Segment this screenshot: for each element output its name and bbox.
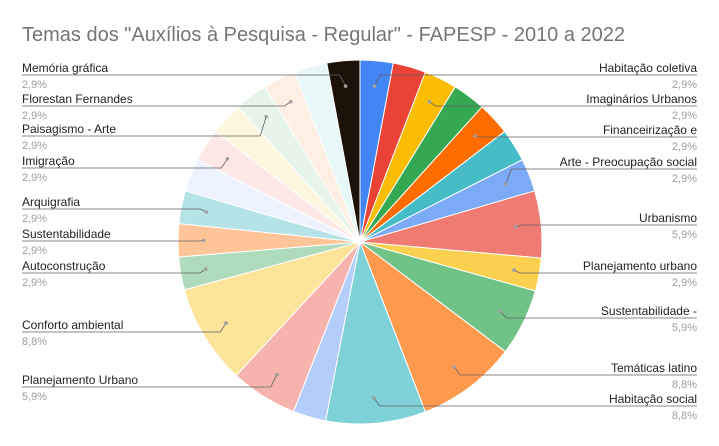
slice-label: Memória gráfica bbox=[22, 61, 108, 75]
leader-line bbox=[429, 101, 697, 107]
slice-label: Florestan Fernandes bbox=[22, 92, 133, 106]
leader-dot bbox=[498, 309, 503, 314]
slice-percent-label: 5,9% bbox=[22, 391, 47, 403]
leader-lines bbox=[22, 74, 697, 407]
leader-dot bbox=[452, 365, 457, 369]
leader-line bbox=[22, 240, 204, 242]
slice-percent-label: 2,9% bbox=[22, 245, 47, 257]
leader-line bbox=[500, 311, 697, 319]
leader-line bbox=[22, 116, 267, 137]
pie-slice bbox=[183, 241, 362, 377]
leader-line bbox=[515, 224, 697, 228]
leader-dot bbox=[343, 84, 348, 88]
slice-percent-label: 2,9% bbox=[22, 140, 47, 152]
leader-dot bbox=[473, 134, 477, 138]
leader-dot bbox=[204, 267, 208, 271]
slice-percent-label: 8,8% bbox=[672, 379, 697, 391]
leader-dot bbox=[503, 182, 508, 187]
pie-slices bbox=[177, 59, 543, 425]
leader-line bbox=[22, 374, 278, 388]
leader-dot bbox=[201, 238, 206, 243]
slice-label: Paisagismo - Arte bbox=[22, 122, 116, 136]
leader-line bbox=[374, 74, 697, 87]
slice-percent-label: 2,9% bbox=[22, 277, 47, 289]
slice-label: Imigração bbox=[22, 154, 75, 168]
leader-dot bbox=[288, 99, 293, 104]
leader-dot bbox=[275, 372, 279, 377]
slice-label: Habitação social bbox=[609, 392, 697, 406]
slice-percent-label: 2,9% bbox=[22, 213, 47, 225]
leader-line bbox=[22, 101, 291, 107]
slice-label: Urbanismo bbox=[639, 211, 697, 225]
leader-line bbox=[22, 322, 227, 333]
slice-percent-label: 2,9% bbox=[672, 173, 697, 185]
slice-percent-label: 2,9% bbox=[672, 141, 697, 153]
slice-percent-label: 5,9% bbox=[672, 322, 697, 334]
chart-title: Temas dos "Auxílios à Pesquisa - Regular… bbox=[22, 24, 625, 46]
leader-line bbox=[22, 74, 346, 87]
slice-percent-label: 2,9% bbox=[672, 79, 697, 91]
slice-label: Planejamento urbano bbox=[583, 259, 697, 273]
slice-percent-label: 5,9% bbox=[672, 229, 697, 241]
slice-percent-label: 2,9% bbox=[22, 110, 47, 122]
leader-dot bbox=[224, 321, 228, 325]
leader-dot bbox=[204, 210, 209, 214]
leader-line bbox=[475, 135, 697, 138]
slice-percent-label: 2,9% bbox=[672, 277, 697, 289]
pie-slice bbox=[358, 240, 507, 413]
leader-line bbox=[453, 366, 697, 376]
leader-dot bbox=[372, 84, 377, 88]
slice-label: Autoconstrução bbox=[22, 259, 106, 273]
leader-line bbox=[373, 397, 697, 407]
leader-line bbox=[22, 268, 207, 274]
leader-line bbox=[513, 269, 697, 274]
slice-percent-label: 2,9% bbox=[22, 172, 47, 184]
slice-label: Temáticas latino bbox=[611, 361, 697, 375]
slice-percent-label: 8,8% bbox=[22, 336, 47, 348]
leader-dot bbox=[264, 114, 269, 119]
slice-percent-label: 2,9% bbox=[672, 110, 697, 122]
slice-label: Sustentabilidade bbox=[22, 227, 111, 241]
slice-label: Habitação coletiva bbox=[599, 61, 697, 75]
slice-label: Imaginários Urbanos bbox=[586, 92, 697, 106]
slice-label: Arte - Preocupação social bbox=[560, 155, 697, 169]
slice-percent-label: 2,9% bbox=[22, 79, 47, 91]
leader-line bbox=[505, 168, 697, 185]
slice-percent-label: 8,8% bbox=[672, 410, 697, 422]
slice-label: Planejamento Urbano bbox=[22, 373, 138, 387]
leader-dot bbox=[225, 157, 230, 161]
slice-label: Sustentabilidade - bbox=[601, 304, 697, 318]
slice-label: Conforto ambiental bbox=[22, 318, 123, 332]
leader-dot bbox=[372, 396, 376, 400]
leader-line bbox=[22, 208, 207, 213]
leader-line bbox=[22, 158, 228, 169]
leader-dot bbox=[514, 224, 518, 229]
pie-slice bbox=[325, 240, 427, 425]
leader-dot bbox=[427, 99, 432, 104]
slice-label: Arquigrafia bbox=[22, 195, 80, 209]
pie-slice bbox=[326, 59, 361, 243]
leader-dot bbox=[512, 268, 516, 272]
slice-label: Financeirização e bbox=[603, 123, 697, 137]
